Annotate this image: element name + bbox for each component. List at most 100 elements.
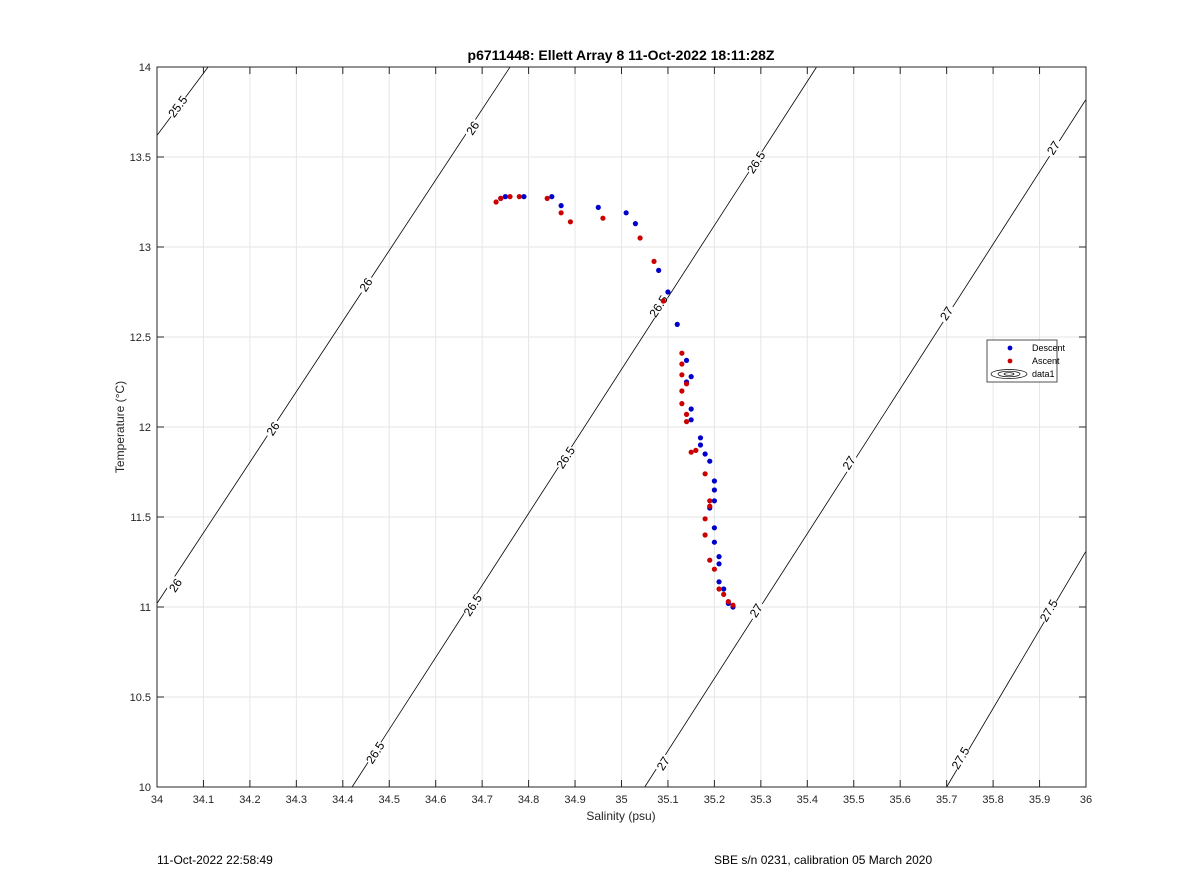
ascent-point [693,447,699,453]
ascent-point [688,449,694,455]
ascent-point [679,372,685,378]
ascent-point [660,298,666,304]
ascent-point [721,591,727,598]
ascent-point [725,599,731,605]
descent-point [683,357,690,363]
descent-point [697,442,704,448]
descent-point [656,267,662,273]
descent-point [595,204,601,210]
y-tick-label: 14 [139,62,151,74]
legend: Descent Ascent data1 [986,339,1066,383]
ascent-point [637,235,643,241]
ascent-point [679,350,685,356]
contour-line-25-5 [156,66,209,136]
descent-point [697,435,704,441]
x-tick-label: 35.9 [1029,794,1050,806]
ascent-point [498,195,504,201]
ascent-point [683,381,690,387]
ascent-point [707,557,713,563]
y-axis-label: Temperature (°C) [113,381,127,473]
ascent-point [651,258,657,264]
descent-point [558,203,564,209]
contour-line-26-5 [351,66,817,788]
ascent-point [558,210,564,216]
descent-point [716,579,722,585]
contour-line-26 [156,66,511,604]
ascent-point [600,215,606,221]
descent-point [711,525,718,531]
x-tick-label: 34.1 [193,794,214,806]
descent-point [688,406,694,412]
ascent-point [683,419,690,425]
x-tick-label: 35 [615,794,627,806]
descent-point [711,539,718,545]
descent-point [688,374,694,380]
legend-ascent-label: Ascent [1032,356,1060,366]
descent-point [688,417,694,423]
x-tick-label: 34.2 [239,794,260,806]
x-tick-label: 35.7 [936,794,957,806]
legend-descent-label: Descent [1032,343,1066,353]
chart-title: p6711448: Ellett Array 8 11-Oct-2022 18:… [468,47,775,63]
ascent-point [544,195,550,201]
y-tick-label: 10.5 [130,692,151,704]
x-axis-label: Salinity (psu) [586,809,655,823]
descent-point [711,498,718,504]
descent-point [711,478,718,484]
x-tick-label: 35.5 [843,794,864,806]
x-tick-label: 34.7 [471,794,492,806]
descent-point [721,586,727,592]
descent-point [502,194,508,200]
legend-data1-label: data1 [1032,369,1055,379]
footer-timestamp: 11-Oct-2022 22:58:49 [157,853,273,867]
ascent-point [711,566,718,572]
y-axis-ticks: 10 10.5 11 11.5 12 12.5 13 13.5 14 [130,62,1086,794]
footer-calibration: SBE s/n 0231, calibration 05 March 2020 [714,853,933,867]
ascent-point [567,219,574,225]
ascent-point [702,532,708,538]
data-points [493,194,736,610]
descent-point [707,458,713,464]
descent-point [632,221,639,227]
contour-line-27 [644,99,1087,788]
grid-lines [156,66,1087,788]
descent-point [716,561,722,567]
ascent-point [679,401,685,407]
ascent-point [683,411,690,417]
ascent-point [507,194,513,200]
ascent-point [516,194,522,200]
ascent-point [679,361,685,367]
descent-point [716,554,722,560]
descent-point [623,210,629,216]
x-tick-label: 36 [1080,794,1092,806]
y-tick-label: 13 [139,242,151,254]
contour-legend-icon [990,369,1028,379]
x-tick-label: 35.4 [797,794,818,806]
x-tick-label: 35.6 [889,794,910,806]
ascent-point [716,586,722,592]
y-tick-label: 12 [139,422,151,434]
x-axis-ticks: 34 34.1 34.2 34.3 34.4 34.5 34.6 34.7 34.8 34.9 35… [151,67,1092,806]
x-tick-label: 35.3 [750,794,771,806]
descent-point [521,194,527,200]
ascent-point [707,503,713,509]
x-tick-label: 34 [151,794,163,806]
legend-ascent-marker [1007,358,1013,364]
descent-point [702,451,708,457]
descent-point [674,321,680,327]
ascent-point [707,498,713,504]
ascent-point [493,199,499,205]
ascent-point [730,602,736,608]
ascent-point [702,471,708,477]
x-tick-label: 34.8 [518,794,539,806]
x-tick-label: 35.8 [982,794,1003,806]
ascent-point [679,388,685,394]
y-tick-label: 10 [139,782,151,794]
x-tick-label: 34.9 [564,794,585,806]
x-tick-label: 34.6 [425,794,446,806]
descent-point [711,487,718,493]
contour-line-27-5 [946,550,1087,788]
legend-descent-marker [1007,345,1013,351]
y-tick-label: 12.5 [130,332,151,344]
y-tick-label: 13.5 [130,152,151,164]
